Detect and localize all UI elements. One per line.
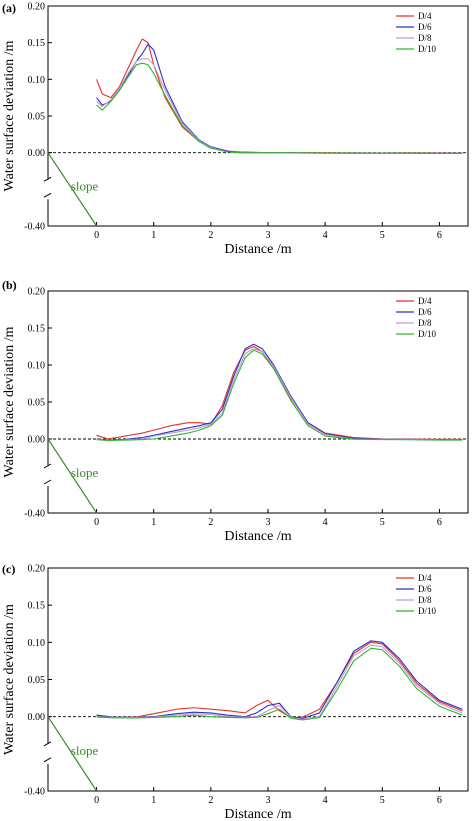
- axis-break-mark: [43, 192, 52, 198]
- x-tick-label: 3: [266, 517, 271, 528]
- y-tick-label: 0.00: [28, 712, 46, 723]
- series-line: [96, 343, 463, 441]
- series-line: [96, 641, 463, 719]
- x-tick-label: 3: [266, 230, 271, 241]
- y-tick-label: 0.10: [28, 361, 46, 372]
- plot-frame: [47, 567, 469, 792]
- legend-label: D/4: [418, 296, 432, 306]
- y-tick-label: 0.00: [28, 148, 46, 159]
- x-axis-title: Distance /m: [224, 529, 291, 544]
- y-tick-label: -0.40: [24, 509, 45, 520]
- x-tick-label: 2: [208, 795, 213, 806]
- y-tick-label: 0.05: [28, 675, 46, 686]
- x-tick-label: 5: [380, 517, 385, 528]
- axis-break-mark: [43, 741, 52, 747]
- y-tick-label: -0.40: [24, 787, 45, 798]
- axis-break-gap: [44, 743, 52, 764]
- y-tick-label: 0.10: [28, 75, 46, 86]
- legend-label: D/8: [418, 318, 432, 328]
- x-tick-label: 0: [94, 230, 99, 241]
- x-tick-label: 5: [380, 230, 385, 241]
- series-line: [96, 644, 463, 720]
- axis-break-mark: [43, 757, 52, 763]
- y-tick-label: 0.00: [28, 435, 46, 446]
- x-tick-label: 2: [208, 230, 213, 241]
- x-tick-label: 1: [151, 230, 156, 241]
- y-tick-label: 0.10: [28, 638, 46, 649]
- slope-label: slope: [71, 178, 99, 193]
- y-tick-label: 0.20: [28, 287, 46, 298]
- slope-line: [48, 716, 98, 791]
- axis-break-mark: [43, 176, 52, 182]
- chart-panel: 0 1 2 3 4 5 6 -0.40 0.00 0.05 0.10 0.15 0.20 slope D/4…: [2, 1, 469, 257]
- y-tick-label: -0.40: [24, 222, 45, 233]
- slope-line: [48, 152, 98, 226]
- x-tick-label: 1: [151, 517, 156, 528]
- x-axis-title: Distance /m: [224, 807, 291, 821]
- chart-panel: 0 1 2 3 4 5 6 -0.40 0.00 0.05 0.10 0.15 0.20 slope D/4…: [2, 562, 469, 821]
- slope-label: slope: [71, 465, 99, 480]
- x-tick-label: 4: [323, 230, 328, 241]
- legend-label: D/8: [418, 595, 432, 605]
- legend-label: D/10: [418, 44, 437, 54]
- slope-label: slope: [71, 743, 99, 758]
- legend-label: D/4: [418, 573, 432, 583]
- y-axis-title: Water surface deviation /m: [2, 326, 17, 477]
- series-line: [96, 348, 463, 441]
- x-tick-label: 3: [266, 795, 271, 806]
- series-line: [96, 62, 463, 154]
- y-tick-label: 0.05: [28, 398, 46, 409]
- slope-line: [48, 438, 98, 513]
- series-line: [96, 43, 463, 154]
- y-tick-label: 0.05: [28, 112, 46, 123]
- x-axis-title: Distance /m: [224, 242, 291, 257]
- panel-label: (c): [2, 562, 15, 576]
- x-tick-label: 6: [437, 795, 442, 806]
- y-tick-label: 0.15: [28, 38, 46, 49]
- y-tick-label: 0.15: [28, 601, 46, 612]
- x-tick-label: 4: [323, 517, 328, 528]
- axis-break-gap: [44, 466, 52, 486]
- y-tick-label: 0.20: [28, 2, 46, 13]
- x-tick-label: 1: [151, 795, 156, 806]
- legend-label: D/8: [418, 33, 432, 43]
- y-axis-title: Water surface deviation /m: [2, 604, 17, 755]
- series-line: [96, 349, 463, 442]
- y-axis-title: Water surface deviation /m: [2, 40, 17, 191]
- legend-label: D/6: [418, 22, 432, 32]
- x-tick-label: 0: [94, 517, 99, 528]
- axis-break-mark: [43, 463, 52, 469]
- series-line: [96, 647, 463, 721]
- y-tick-label: 0.15: [28, 324, 46, 335]
- plot-frame: [47, 290, 469, 514]
- y-tick-label: 0.20: [28, 564, 46, 575]
- x-tick-label: 2: [208, 517, 213, 528]
- x-tick-label: 5: [380, 795, 385, 806]
- x-tick-label: 6: [437, 517, 442, 528]
- panel-label: (b): [2, 278, 17, 292]
- x-tick-label: 6: [437, 230, 442, 241]
- chart-panel: 0 1 2 3 4 5 6 -0.40 0.00 0.05 0.10 0.15 0.20 slope D/4…: [2, 278, 469, 544]
- series-line: [96, 640, 463, 720]
- axis-break-gap: [44, 179, 52, 200]
- series-line: [96, 58, 463, 154]
- legend-label: D/6: [418, 307, 432, 317]
- legend-label: D/10: [418, 329, 437, 339]
- panel-label: (a): [2, 1, 16, 15]
- axis-break-mark: [43, 479, 52, 485]
- x-tick-label: 0: [94, 795, 99, 806]
- series-line: [96, 38, 463, 154]
- series-line: [96, 345, 463, 440]
- legend-label: D/6: [418, 584, 432, 594]
- plot-frame: [47, 5, 469, 227]
- x-tick-label: 4: [323, 795, 328, 806]
- legend-label: D/4: [418, 11, 432, 21]
- legend-label: D/10: [418, 606, 437, 616]
